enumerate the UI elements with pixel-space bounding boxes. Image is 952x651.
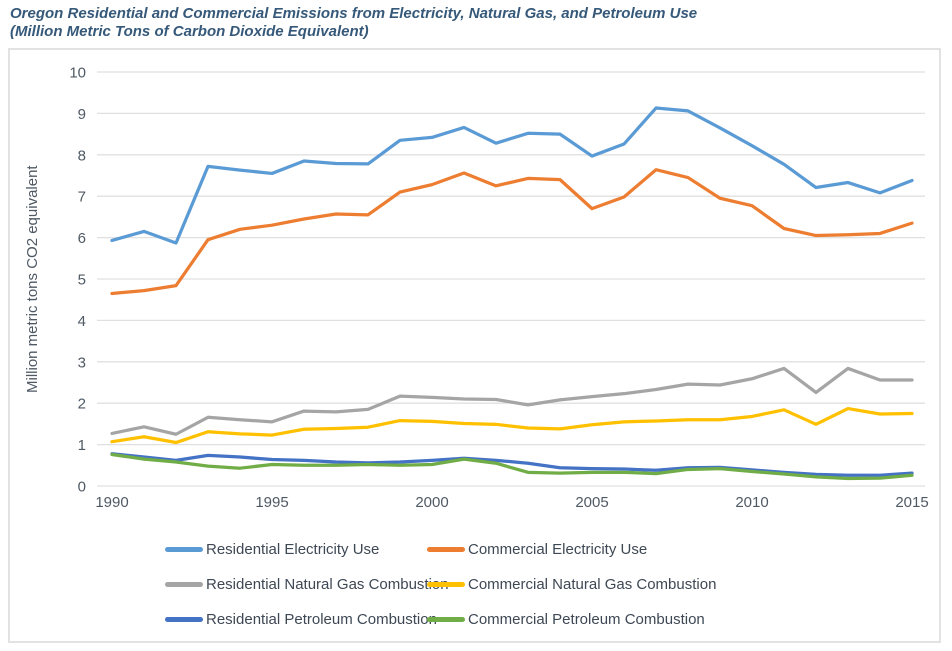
legend-line-swatch-icon	[427, 582, 465, 587]
x-tick-label: 1995	[255, 494, 288, 511]
series-line	[110, 366, 914, 436]
y-tick-label: 0	[78, 479, 86, 496]
legend-label: Residential Petroleum Combustion	[206, 611, 437, 628]
legend-line-swatch-icon	[427, 617, 465, 622]
chart-legend: Residential Electricity Use Commercial El…	[165, 540, 716, 629]
figure-title: Oregon Residential and Commercial Emissi…	[10, 5, 940, 41]
legend-label: Residential Electricity Use	[206, 541, 380, 558]
legend-line-swatch-icon	[165, 547, 203, 552]
legend-line-swatch-icon	[165, 582, 203, 587]
x-tick-label: 2015	[895, 494, 928, 511]
figure-title-line2: (Million Metric Tons of Carbon Dioxide E…	[10, 23, 369, 40]
series-line	[110, 168, 914, 296]
y-tick-label: 1	[78, 437, 86, 454]
y-tick-label: 8	[78, 147, 86, 164]
series-line	[110, 452, 914, 477]
x-tick-label: 2005	[575, 494, 608, 511]
legend-item: Commercial Petroleum Combustion	[427, 610, 716, 629]
legend-line-swatch-icon	[427, 547, 465, 552]
legend-label: Commercial Electricity Use	[468, 541, 648, 558]
series-line	[110, 452, 914, 481]
y-tick-label: 9	[78, 106, 86, 123]
x-tick-label: 1990	[95, 494, 128, 511]
legend-item: Commercial Natural Gas Combustion	[427, 575, 716, 594]
legend-label: Commercial Natural Gas Combustion	[468, 576, 717, 593]
series-line	[110, 106, 914, 245]
figure-title-line1: Oregon Residential and Commercial Emissi…	[10, 5, 698, 22]
legend-item: Residential Electricity Use	[165, 540, 427, 559]
legend-line-swatch-icon	[165, 617, 203, 622]
legend-item: Residential Petroleum Combustion	[165, 610, 437, 629]
y-tick-label: 10	[69, 65, 86, 82]
y-tick-label: 2	[78, 396, 86, 413]
x-tick-label: 2000	[415, 494, 448, 511]
legend-item: Residential Natural Gas Combustion	[165, 575, 449, 594]
series-line	[110, 406, 914, 445]
y-tick-label: 5	[78, 272, 86, 289]
y-tick-label: 7	[78, 189, 86, 206]
legend-item: Commercial Electricity Use	[427, 540, 716, 559]
legend-label: Commercial Petroleum Combustion	[468, 611, 705, 628]
emissions-line-chart: 0 1 2 3 4 5 6 7 8 9 10 1990 1995 2000 2005 2010 2015	[69, 65, 928, 512]
y-tick-label: 6	[78, 230, 86, 247]
legend-label: Residential Natural Gas Combustion	[206, 576, 449, 593]
x-tick-label: 2010	[735, 494, 768, 511]
y-tick-label: 4	[78, 313, 86, 330]
y-tick-label: 3	[78, 354, 86, 371]
